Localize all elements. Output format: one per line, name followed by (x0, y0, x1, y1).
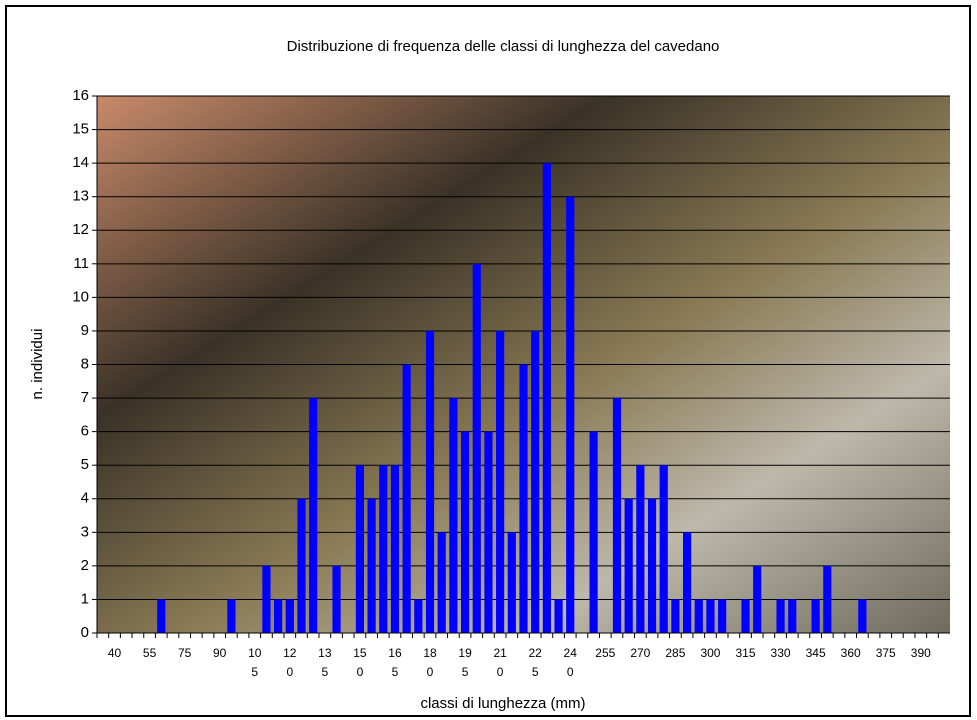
bar (612, 398, 622, 633)
bar (531, 330, 540, 633)
bar (285, 599, 294, 633)
bar (390, 465, 400, 633)
bar (449, 398, 458, 633)
bar (519, 364, 528, 633)
bar (659, 465, 668, 633)
y-tick-label: 1 (81, 590, 89, 607)
bar (297, 498, 306, 633)
bar (647, 498, 657, 633)
x-tick-label: 55 (143, 646, 157, 660)
bar (355, 465, 365, 633)
y-tick-label: 0 (81, 624, 89, 641)
bar (811, 599, 820, 633)
y-tick-label: 12 (72, 221, 89, 238)
x-tick-label: 360 (841, 646, 861, 660)
bar (414, 599, 423, 633)
bar (472, 263, 481, 633)
x-tick-label: 10 5 (248, 646, 262, 679)
y-tick-label: 7 (81, 389, 89, 406)
x-tick-label: 16 5 (388, 646, 402, 679)
y-tick-label: 14 (72, 154, 89, 171)
y-tick-label: 16 (72, 87, 89, 104)
bar (636, 465, 645, 633)
bar (367, 498, 376, 633)
x-tick-label: 315 (735, 646, 755, 660)
y-tick-label: 6 (81, 423, 89, 440)
bar (753, 565, 762, 633)
bar (624, 498, 633, 633)
bar (542, 163, 551, 633)
bar (425, 330, 435, 633)
y-tick-label: 4 (81, 490, 89, 507)
bar (788, 599, 797, 633)
x-tick-label: 24 0 (564, 646, 578, 679)
x-tick-label: 75 (178, 646, 192, 660)
x-tick-label: 19 5 (458, 646, 472, 679)
bar (858, 599, 867, 633)
x-tick-label: 15 0 (353, 646, 367, 679)
y-tick-label: 8 (81, 355, 89, 372)
bar (157, 599, 166, 633)
x-tick-label: 40 (108, 646, 122, 660)
bar (671, 599, 680, 633)
x-tick-label: 345 (806, 646, 826, 660)
bar (496, 330, 505, 633)
bar (460, 431, 470, 633)
x-axis-title: classi di lunghezza (mm) (420, 695, 585, 712)
bar (823, 565, 832, 633)
y-tick-label: 11 (73, 255, 89, 272)
x-tick-label: 300 (700, 646, 720, 660)
bar (507, 532, 516, 633)
chart-title: Distribuzione di frequenza delle classi … (287, 38, 720, 55)
bar (718, 599, 727, 633)
bar (379, 465, 388, 633)
bar (706, 599, 715, 633)
y-tick-label: 2 (81, 557, 89, 574)
x-tick-label: 22 5 (529, 646, 543, 679)
bar (554, 599, 563, 633)
x-tick-label: 270 (630, 646, 650, 660)
bar (309, 398, 318, 633)
x-tick-label: 375 (876, 646, 896, 660)
x-tick-label: 12 0 (283, 646, 297, 679)
bar (332, 565, 341, 633)
bar (776, 599, 785, 633)
bar (262, 565, 271, 633)
x-tick-label: 330 (771, 646, 791, 660)
x-tick-label: 255 (595, 646, 615, 660)
y-tick-label: 15 (72, 121, 89, 138)
y-tick-label: 9 (81, 322, 89, 339)
y-tick-label: 13 (72, 188, 89, 205)
bar (437, 532, 446, 633)
x-tick-label: 21 0 (493, 646, 507, 679)
y-tick-label: 5 (81, 456, 89, 473)
bar (694, 599, 703, 633)
y-tick-label: 10 (72, 288, 89, 305)
bar (566, 196, 575, 633)
bar (589, 431, 598, 633)
x-tick-label: 13 5 (318, 646, 332, 679)
bar (484, 431, 493, 633)
x-tick-label: 18 0 (423, 646, 437, 679)
bar (274, 599, 283, 633)
x-tick-label: 390 (911, 646, 931, 660)
bar (741, 599, 750, 633)
bar (682, 532, 692, 633)
x-tick-label: 90 (213, 646, 227, 660)
y-tick-label: 3 (81, 523, 89, 540)
y-axis-title: n. individui (29, 329, 46, 400)
x-tick-label: 285 (665, 646, 685, 660)
bar (402, 364, 411, 633)
bar (227, 599, 236, 633)
